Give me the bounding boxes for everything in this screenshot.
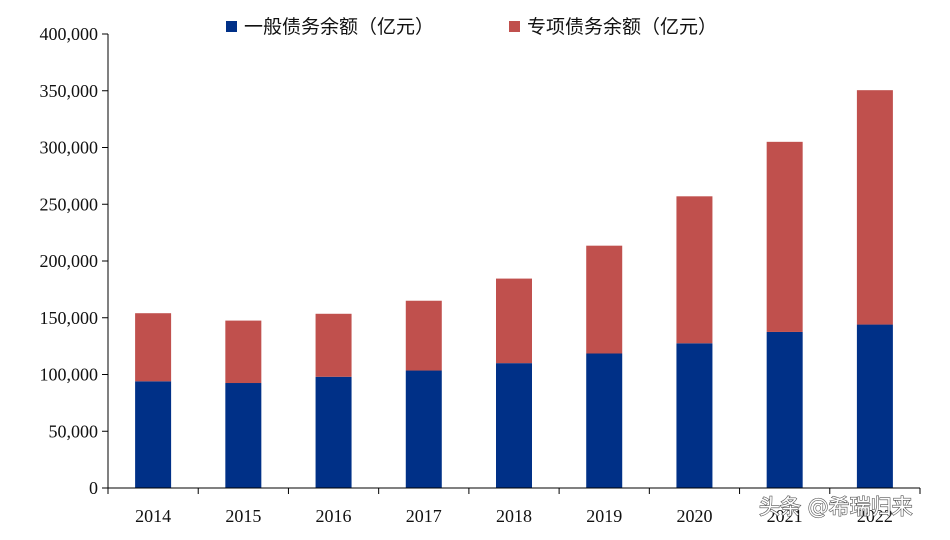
y-tick-label-4: 200,000 <box>40 251 99 271</box>
legend: 一般债务余额（亿元） 专项债务余额（亿元） <box>226 16 717 38</box>
bar-special-2015 <box>225 320 262 384</box>
legend-swatch-general-debt <box>226 21 237 32</box>
bar-special-2016 <box>315 313 352 377</box>
bar-special-2020 <box>676 196 713 344</box>
y-tick-label-5: 250,000 <box>40 194 99 214</box>
x-tick-label-2022: 2022 <box>857 506 893 526</box>
y-tick-label-8: 400,000 <box>40 24 99 44</box>
bar-special-2022 <box>856 90 893 325</box>
bar-special-2018 <box>496 278 532 364</box>
bar-general-2020 <box>676 343 713 488</box>
y-tick-label-2: 100,000 <box>40 365 99 385</box>
legend-label-general-debt: 一般债务余额（亿元） <box>244 16 434 38</box>
ticks-layer: 0 50,000 100,000 150,000 200,000 250,000 300,0… <box>40 24 921 526</box>
bar-special-2014 <box>135 313 172 382</box>
bars-layer <box>135 90 893 488</box>
bar-special-2021 <box>766 141 803 332</box>
legend-swatch-special-debt <box>509 21 520 32</box>
x-tick-label-2021: 2021 <box>767 506 803 526</box>
x-tick-label-2020: 2020 <box>676 506 712 526</box>
x-tick-label-2019: 2019 <box>586 506 622 526</box>
watermark-text: 头条 @希瑞归来 <box>759 495 913 519</box>
bar-general-2017 <box>405 370 442 488</box>
bar-general-2019 <box>586 353 623 488</box>
x-tick-label-2014: 2014 <box>135 506 171 526</box>
bar-special-2017 <box>405 300 442 371</box>
y-tick-label-1: 50,000 <box>49 421 99 441</box>
bar-general-2015 <box>225 383 262 488</box>
bar-special-2019 <box>586 245 623 354</box>
x-tick-label-2017: 2017 <box>406 506 442 526</box>
bar-general-2016 <box>315 376 352 488</box>
x-tick-label-2016: 2016 <box>316 506 352 526</box>
y-tick-label-6: 300,000 <box>40 138 99 158</box>
bar-general-2018 <box>496 363 532 488</box>
bar-general-2014 <box>135 381 172 488</box>
y-tick-label-0: 0 <box>89 478 98 498</box>
bar-general-2022 <box>856 324 893 488</box>
legend-label-special-debt: 专项债务余额（亿元） <box>527 16 717 38</box>
y-tick-label-7: 350,000 <box>40 81 99 101</box>
y-tick-label-3: 150,000 <box>40 308 99 328</box>
bar-general-2021 <box>766 331 803 488</box>
x-tick-label-2015: 2015 <box>225 506 261 526</box>
x-tick-label-2018: 2018 <box>496 506 532 526</box>
